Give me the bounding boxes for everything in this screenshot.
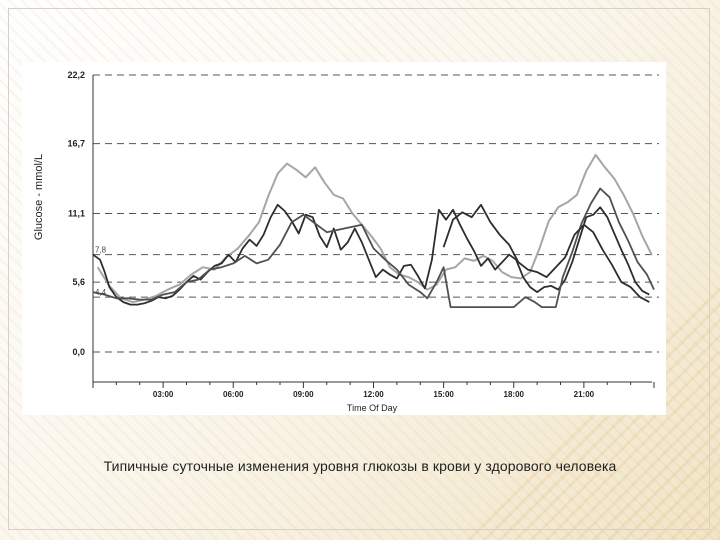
- glucose-chart: Glucose - mmol/L Time Of Day 0,0 5,6 11,1 1…: [33, 70, 659, 413]
- series-line-3: [92, 187, 655, 309]
- x-tick-label: 15:00: [433, 390, 454, 399]
- x-tick-label: 03:00: [153, 390, 174, 399]
- series-line-1: [96, 153, 653, 304]
- x-tick-label: 18:00: [504, 390, 525, 399]
- x-tick-label: 06:00: [223, 390, 244, 399]
- labels-layer: Glucose - mmol/L Time Of Day 0,0 5,6 11,1 1…: [33, 70, 595, 413]
- y-tick-label: 5,6: [72, 277, 85, 287]
- x-tick-label: 21:00: [574, 390, 595, 399]
- series-layer: [92, 153, 655, 309]
- x-axis-title: Time Of Day: [347, 403, 398, 413]
- grid-layer: [93, 74, 659, 353]
- axes-layer: [92, 75, 655, 388]
- y-axis-title: Glucose - mmol/L: [33, 154, 45, 240]
- slide-caption: Типичные суточные изменения уровня глюко…: [103, 458, 617, 474]
- y-tick-label: 11,1: [68, 209, 85, 219]
- reference-line-label: 7,8: [95, 246, 107, 255]
- y-tick-label: 16,7: [67, 139, 85, 149]
- y-tick-label: 0,0: [72, 347, 85, 357]
- slide-frame: [8, 8, 710, 530]
- x-tick-label: 12:00: [363, 390, 384, 399]
- series-line-4: [442, 203, 650, 303]
- y-tick-label: 22,2: [67, 70, 85, 80]
- chart-panel: Glucose - mmol/L Time Of Day 0,0 5,6 11,1 1…: [22, 62, 666, 415]
- reference-line-label: 4,4: [95, 288, 107, 297]
- x-tick-label: 09:00: [293, 390, 314, 399]
